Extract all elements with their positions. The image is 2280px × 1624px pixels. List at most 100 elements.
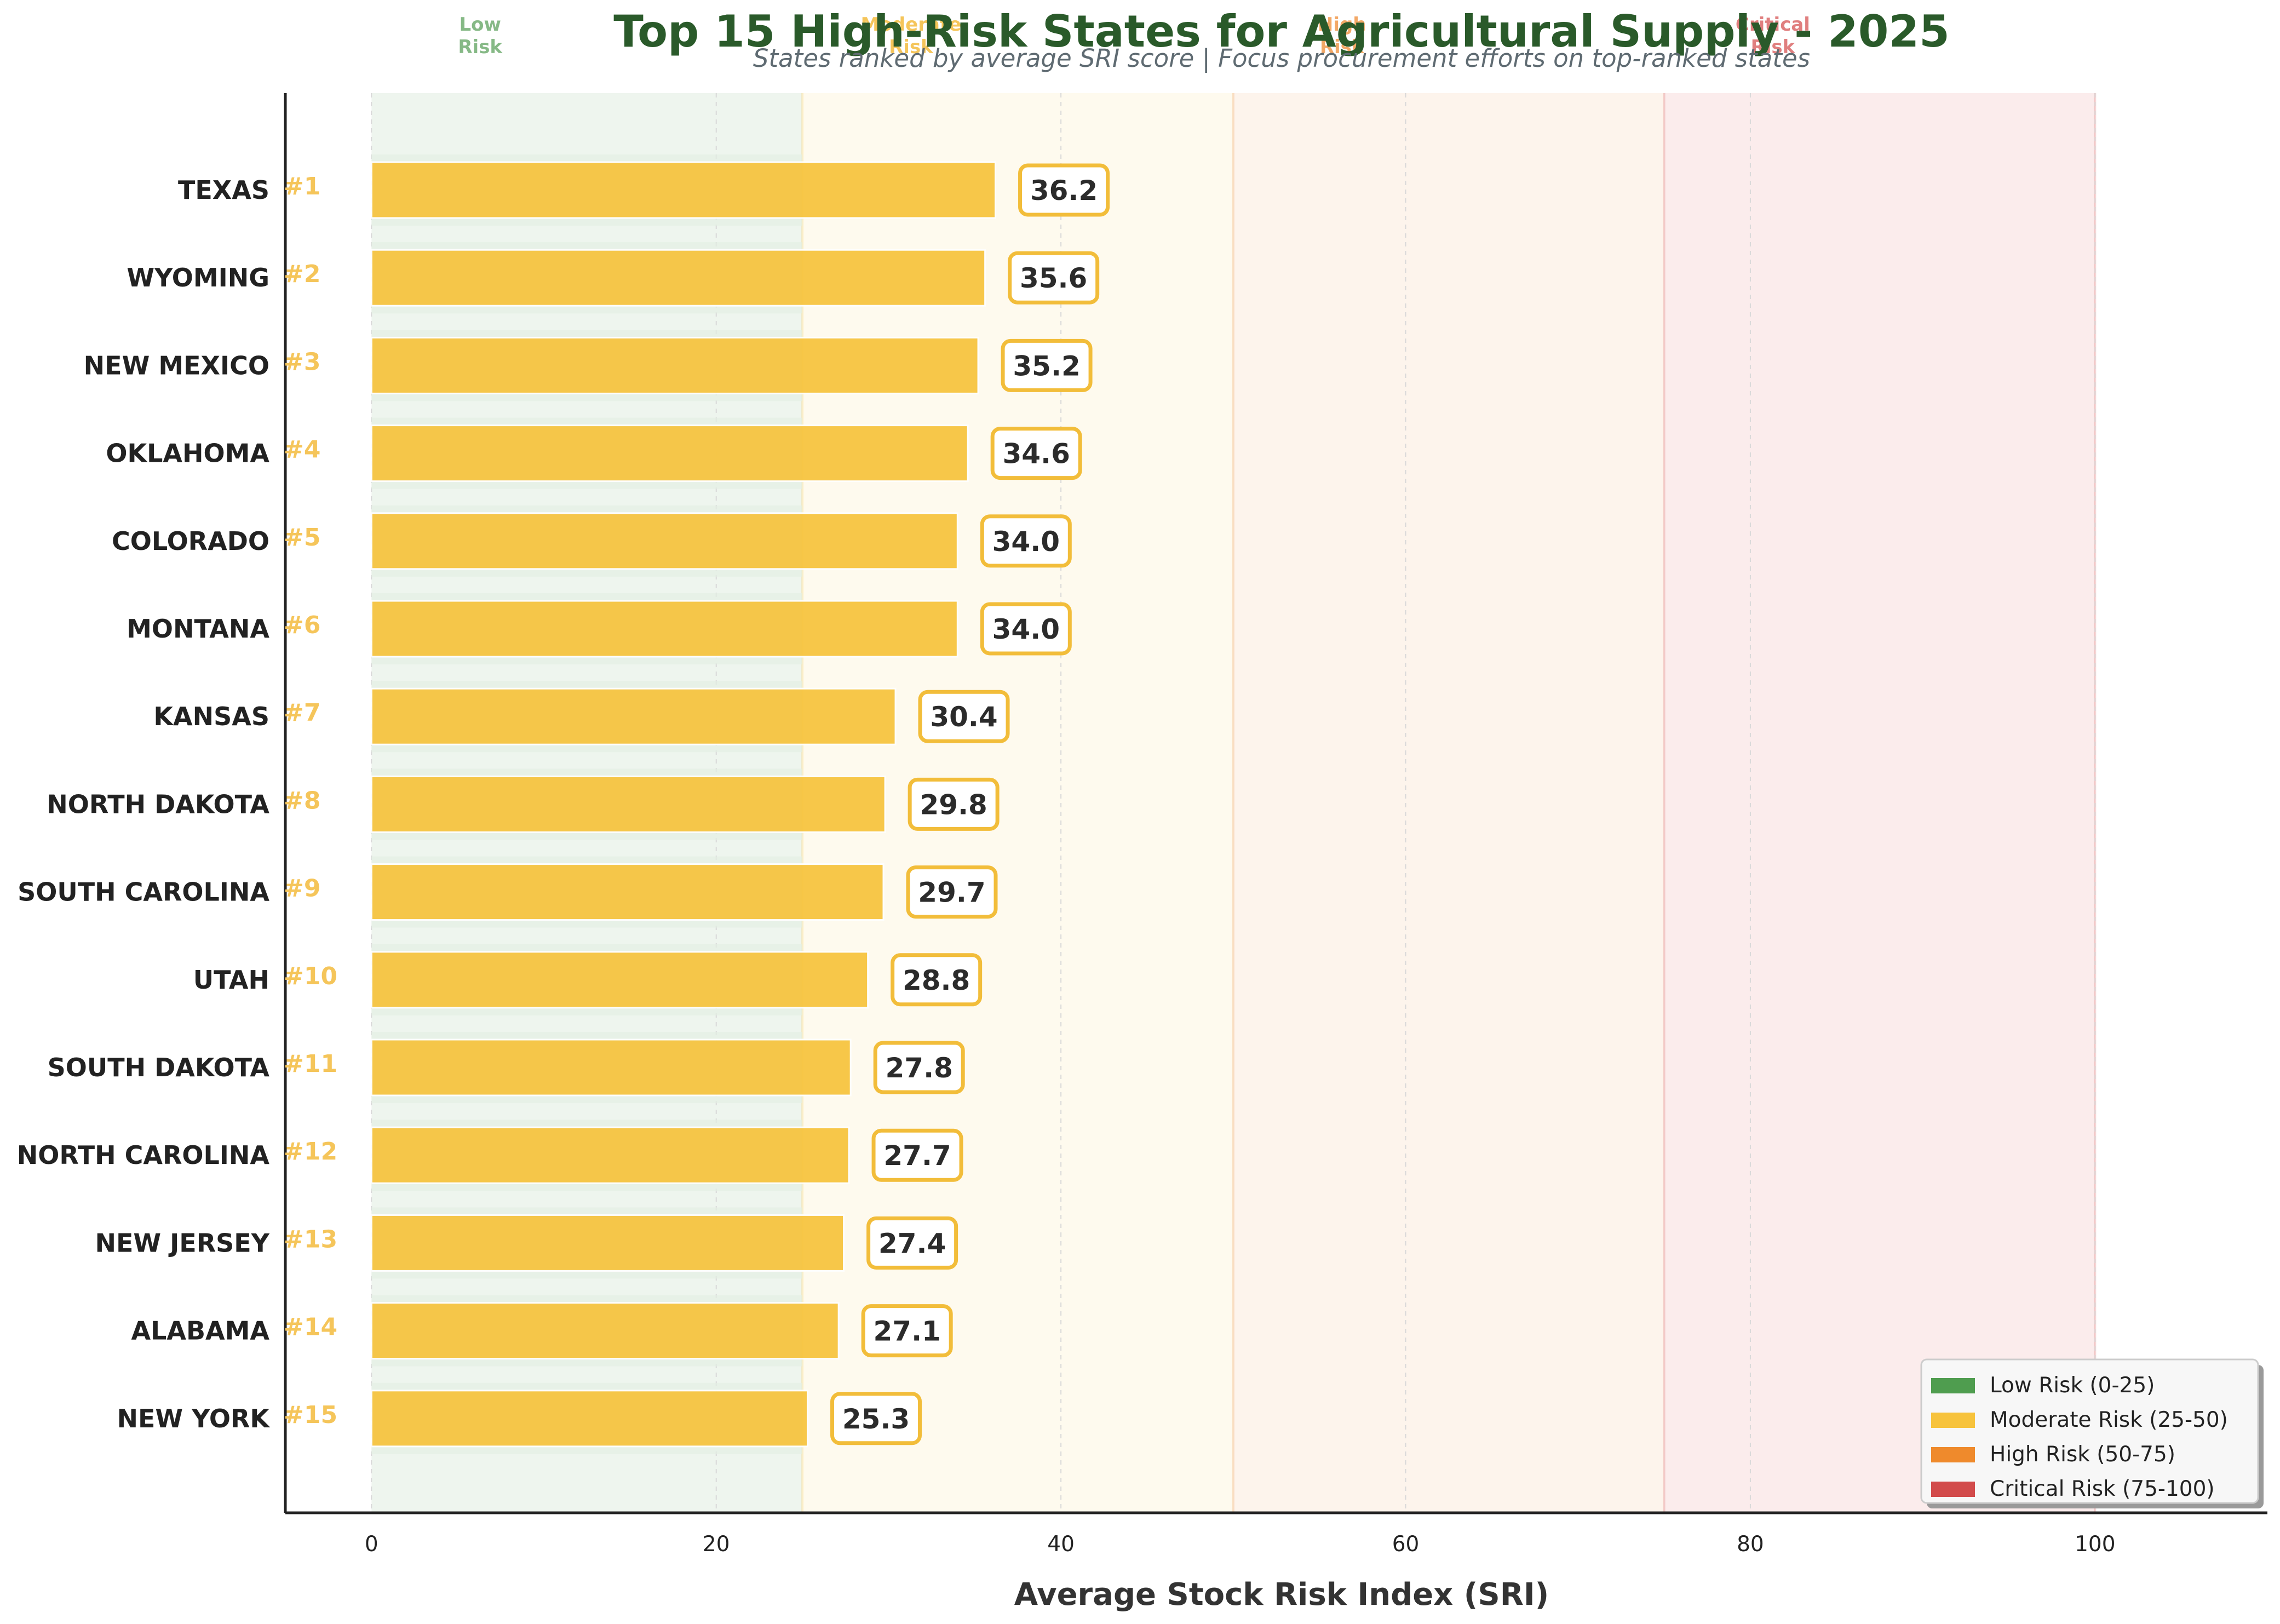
zone-top-label: Critical	[1736, 14, 1810, 36]
zone-top-label: High	[1318, 14, 1366, 36]
legend-label: Moderate Risk (25-50)	[1990, 1408, 2228, 1432]
rank-label: #8	[284, 787, 320, 814]
rank-label: #15	[284, 1401, 337, 1429]
data-label: 34.0	[992, 613, 1060, 645]
rank-label: #2	[284, 260, 320, 288]
legend-swatch	[1931, 1378, 1975, 1393]
rank-label: #12	[284, 1138, 337, 1166]
risk-zone-bands	[371, 93, 2097, 1513]
category-tick-label: MONTANA	[127, 614, 269, 644]
value-badge	[861, 1304, 953, 1358]
zone-top-label: Moderate	[861, 14, 962, 36]
data-label: 27.4	[878, 1227, 946, 1259]
data-label: 27.7	[883, 1140, 951, 1172]
value-badge	[908, 777, 1000, 831]
data-label: 27.1	[873, 1316, 940, 1347]
x-axis-label: Average Stock Risk Index (SRI)	[1014, 1577, 1549, 1612]
data-label: 35.2	[1013, 350, 1080, 382]
category-tick-label: NEW YORK	[117, 1404, 271, 1433]
value-badge	[830, 1392, 922, 1445]
rank-label: #3	[284, 348, 320, 376]
bar	[370, 863, 885, 921]
category-tick-label: TEXAS	[178, 175, 269, 205]
data-label: 30.4	[930, 701, 997, 733]
chart-title: Top 15 High-Risk States for Agricultural…	[613, 6, 1950, 57]
legend-swatch	[1931, 1413, 1975, 1428]
rank-label: #1	[284, 173, 320, 200]
value-badge	[891, 953, 983, 1007]
rank-label: #9	[284, 875, 320, 903]
category-tick-label: ALABAMA	[131, 1316, 269, 1346]
data-label: 27.8	[886, 1052, 953, 1084]
x-tick-label: 100	[2075, 1532, 2115, 1557]
zone-top-label: Risk	[889, 36, 934, 58]
category-tick-label: NORTH CAROLINA	[17, 1140, 270, 1170]
labels: LowRiskModerateRiskHighRiskCriticalRisk3…	[17, 14, 2116, 1557]
data-label: 36.2	[1030, 175, 1098, 206]
legend-swatch	[1931, 1482, 1975, 1497]
zone-top-label: Risk	[458, 36, 503, 58]
data-label: 35.6	[1020, 262, 1087, 294]
value-badge	[871, 1128, 963, 1182]
legend-label: Low Risk (0-25)	[1990, 1373, 2155, 1398]
bar	[370, 1126, 850, 1184]
bar	[370, 1302, 840, 1360]
category-tick-label: COLORADO	[112, 526, 269, 556]
category-tick-label: OKLAHOMA	[106, 439, 269, 468]
legend: Low Risk (0-25) Moderate Risk (25-50) High…	[1920, 1358, 2264, 1508]
rank-label: #10	[284, 962, 337, 990]
bar	[370, 512, 958, 570]
category-tick-label: KANSAS	[153, 702, 269, 731]
legend-label: High Risk (50-75)	[1990, 1442, 2175, 1467]
x-tick-label: 40	[1047, 1532, 1075, 1557]
bar	[370, 775, 886, 833]
bars	[370, 161, 997, 1448]
value-badge	[980, 602, 1072, 656]
category-tick-label: NORTH DAKOTA	[47, 789, 269, 819]
zone-top-label: Risk	[1320, 36, 1365, 58]
category-tick-label: UTAH	[193, 965, 269, 995]
value-badge	[980, 514, 1072, 568]
value-badge	[918, 690, 1010, 743]
bar	[370, 1214, 845, 1272]
bar	[370, 336, 979, 394]
zone-band-high-risk	[1233, 93, 1664, 1513]
axes	[284, 93, 2267, 1514]
value-badge	[906, 865, 998, 919]
data-label: 34.6	[1003, 438, 1070, 470]
x-tick-label: 20	[703, 1532, 730, 1557]
value-badge	[866, 1216, 958, 1270]
bar	[370, 249, 986, 307]
value-badge	[1018, 163, 1110, 217]
zone-top-label: Low	[459, 14, 501, 36]
data-label: 29.7	[918, 877, 985, 909]
bar	[370, 1038, 852, 1097]
chart-subtitle: States ranked by average SRI score | Foc…	[753, 44, 1810, 73]
zone-band-critical-risk	[1664, 93, 2095, 1513]
x-tick-label: 0	[365, 1532, 378, 1557]
rank-label: #4	[284, 436, 320, 464]
rank-label: #11	[284, 1050, 337, 1078]
category-tick-label: NEW JERSEY	[95, 1228, 270, 1258]
bar	[370, 951, 869, 1009]
bar	[370, 161, 997, 219]
bar	[370, 1390, 809, 1448]
category-tick-label: SOUTH CAROLINA	[18, 877, 269, 907]
bar	[370, 600, 958, 658]
data-label: 34.0	[992, 526, 1060, 558]
category-tick-label: WYOMING	[127, 263, 269, 292]
value-badge	[873, 1041, 965, 1094]
value-badge	[1008, 251, 1100, 305]
rank-label: #6	[284, 611, 320, 639]
rank-label: #14	[284, 1313, 337, 1341]
rank-label: #5	[284, 524, 320, 552]
bar	[370, 424, 969, 483]
legend-label: Critical Risk (75-100)	[1990, 1477, 2215, 1501]
x-tick-label: 60	[1392, 1532, 1420, 1557]
rank-label: #7	[284, 699, 320, 727]
data-label: 29.8	[920, 789, 987, 820]
value-badge	[1001, 338, 1093, 392]
data-label: 28.8	[903, 965, 970, 996]
